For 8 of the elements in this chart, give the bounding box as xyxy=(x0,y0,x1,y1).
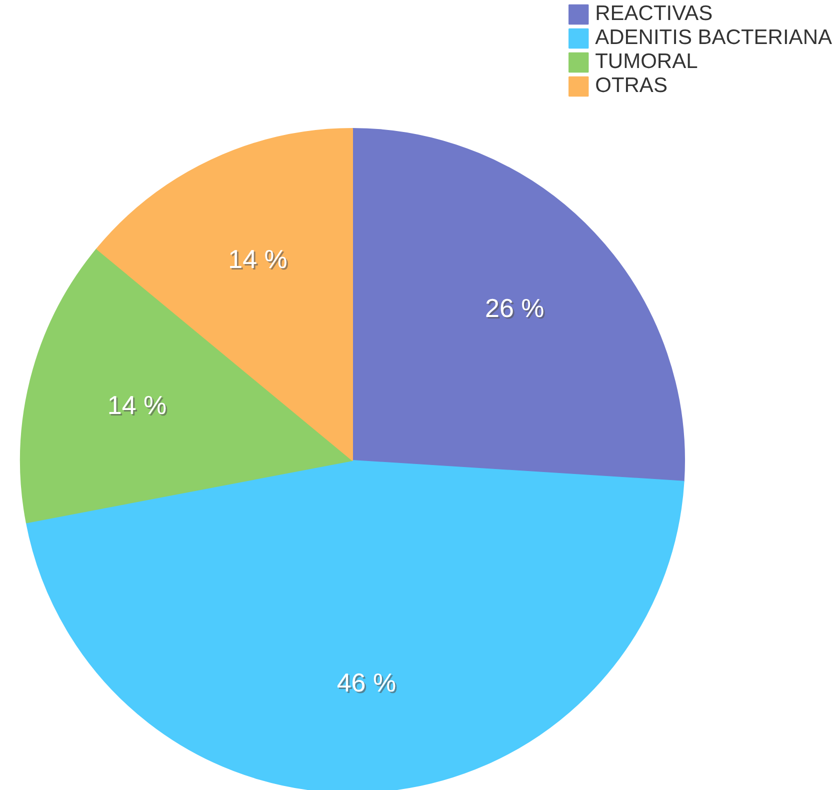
data-label: 14 % xyxy=(108,392,168,422)
data-label: 14 % xyxy=(230,246,289,276)
legend-label: TUMORAL xyxy=(595,50,698,74)
legend-label: REACTIVAS xyxy=(595,2,713,26)
data-label: 26 % xyxy=(486,294,546,325)
legend-label: OTRAS xyxy=(595,74,668,98)
data-label: 46 % xyxy=(338,669,398,699)
legend-label: ADENITIS BACTERIANA xyxy=(595,26,832,50)
